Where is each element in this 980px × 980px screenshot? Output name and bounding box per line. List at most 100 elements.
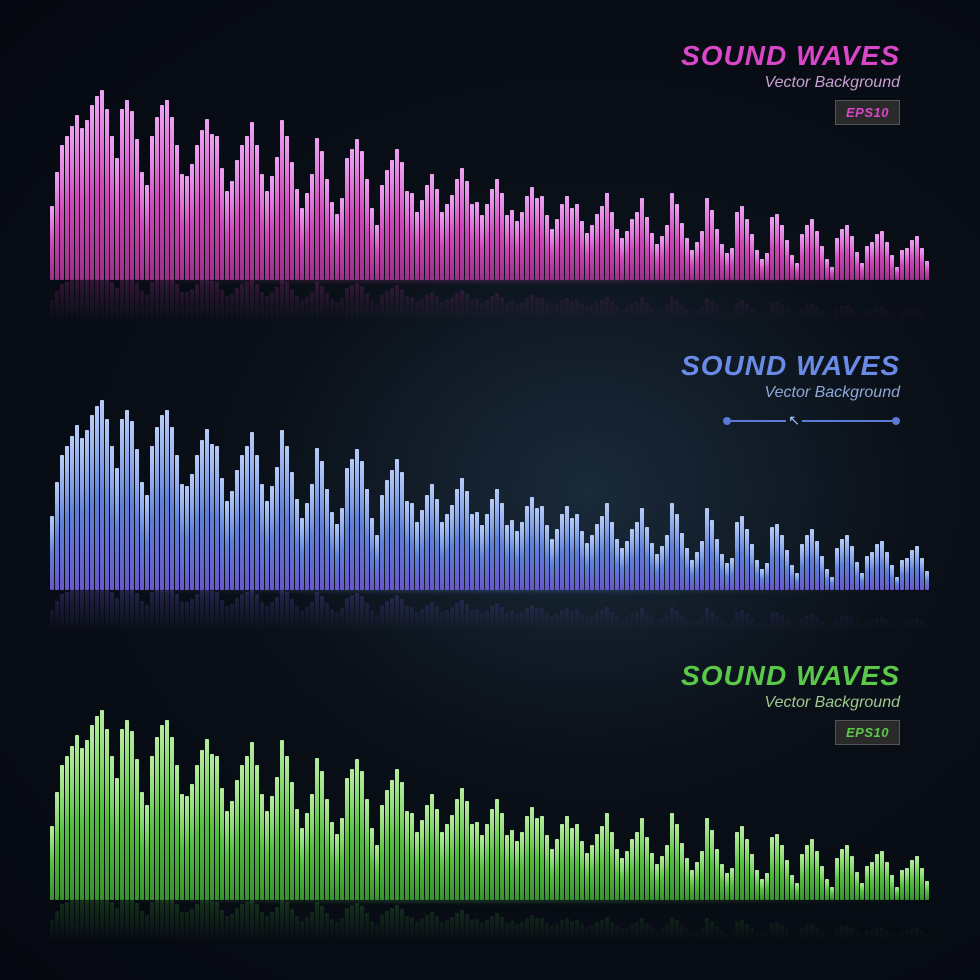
wave-bar — [725, 253, 729, 280]
wave-bar — [225, 501, 229, 590]
wave-bar — [145, 805, 149, 900]
wave-bar — [825, 879, 829, 900]
wave-bar — [490, 809, 494, 900]
wave-bar — [480, 215, 484, 280]
wave-bar — [670, 503, 674, 590]
wave-bar — [635, 832, 639, 900]
wave-bar — [60, 145, 64, 280]
wave-bar — [130, 731, 134, 900]
wave-bar — [445, 514, 449, 590]
wave-bar — [680, 843, 684, 900]
panel-subtitle: Vector Background — [681, 384, 900, 402]
wave-bar — [710, 520, 714, 590]
wave-bar — [165, 410, 169, 591]
wave-bar — [660, 236, 664, 280]
wave-bar — [295, 499, 299, 590]
wave-bar — [365, 179, 369, 280]
wave-bar — [285, 136, 289, 280]
wave-bar — [380, 805, 384, 900]
wave-bar — [590, 535, 594, 590]
wave-bar — [75, 735, 79, 900]
wave-bar — [560, 204, 564, 280]
wave-bar — [390, 780, 394, 900]
wave-bar — [665, 225, 669, 280]
wave-bar — [530, 497, 534, 590]
wave-bar — [70, 126, 74, 280]
wave-bar — [250, 122, 254, 280]
wave-bar — [505, 525, 509, 590]
wave-bar — [175, 145, 179, 280]
wave-bar — [450, 195, 454, 281]
wave-bar — [655, 864, 659, 900]
wave-bar — [225, 191, 229, 280]
wave-bar — [465, 181, 469, 280]
wave-bar — [840, 849, 844, 900]
wave-bar — [360, 151, 364, 280]
wave-bar — [490, 189, 494, 280]
wave-bar — [290, 162, 294, 280]
slider-line — [802, 420, 892, 422]
wave-bar — [730, 558, 734, 590]
wave-bar — [135, 449, 139, 590]
wave-bar — [865, 246, 869, 280]
wave-bar — [435, 809, 439, 900]
wave-bar — [715, 849, 719, 900]
wave-bar — [800, 544, 804, 590]
panel-title: SOUND WAVES — [681, 40, 900, 72]
slider-decoration: ↖ — [681, 412, 900, 429]
wave-bar — [265, 501, 269, 590]
wave-bar — [180, 484, 184, 590]
wave-bar — [375, 845, 379, 900]
wave-bar — [760, 879, 764, 900]
wave-bar — [875, 544, 879, 590]
label-block: SOUND WAVESVector Background↖ — [681, 350, 900, 429]
wave-bar — [105, 109, 109, 280]
wave-bar — [155, 737, 159, 900]
wave-bar — [275, 467, 279, 591]
wave-bar — [635, 522, 639, 590]
wave-bar — [320, 771, 324, 900]
wave-bar — [825, 259, 829, 280]
wave-bar — [870, 862, 874, 900]
wave-bar — [700, 851, 704, 900]
wave-bar — [395, 459, 399, 590]
wave-bar — [310, 174, 314, 280]
wave-bar — [775, 524, 779, 591]
wave-bar — [135, 759, 139, 900]
wave-bar — [745, 219, 749, 280]
wave-bar — [470, 204, 474, 280]
wave-bar — [845, 225, 849, 280]
wave-bar — [495, 179, 499, 280]
wave-bar — [365, 489, 369, 590]
wave-bar — [790, 875, 794, 900]
wave-bar — [360, 771, 364, 900]
wave-bar — [125, 720, 129, 901]
wave-bar — [240, 455, 244, 590]
wave-bar — [895, 577, 899, 590]
wave-bar — [545, 215, 549, 280]
wave-bar — [865, 866, 869, 900]
wave-bar — [675, 824, 679, 900]
wave-bar — [90, 415, 94, 590]
wave-bar — [155, 427, 159, 590]
wave-bar — [210, 444, 214, 590]
wave-bar — [430, 174, 434, 280]
wave-bar — [300, 208, 304, 280]
wave-bar — [100, 400, 104, 590]
wave-bar — [595, 524, 599, 591]
wave-bar — [85, 430, 89, 590]
wave-bar — [415, 212, 419, 280]
format-badge: EPS10 — [835, 720, 900, 745]
wave-bar — [420, 200, 424, 280]
wave-bar — [115, 778, 119, 900]
wave-bar — [740, 516, 744, 590]
wave-bar — [160, 415, 164, 590]
wave-bar — [245, 446, 249, 590]
wave-bar — [790, 255, 794, 280]
wave-bar — [145, 495, 149, 590]
wave-bar — [200, 130, 204, 280]
wave-bar — [905, 868, 909, 900]
wave-bar — [50, 516, 54, 590]
wave-bar — [480, 835, 484, 900]
wave-bar — [890, 565, 894, 590]
